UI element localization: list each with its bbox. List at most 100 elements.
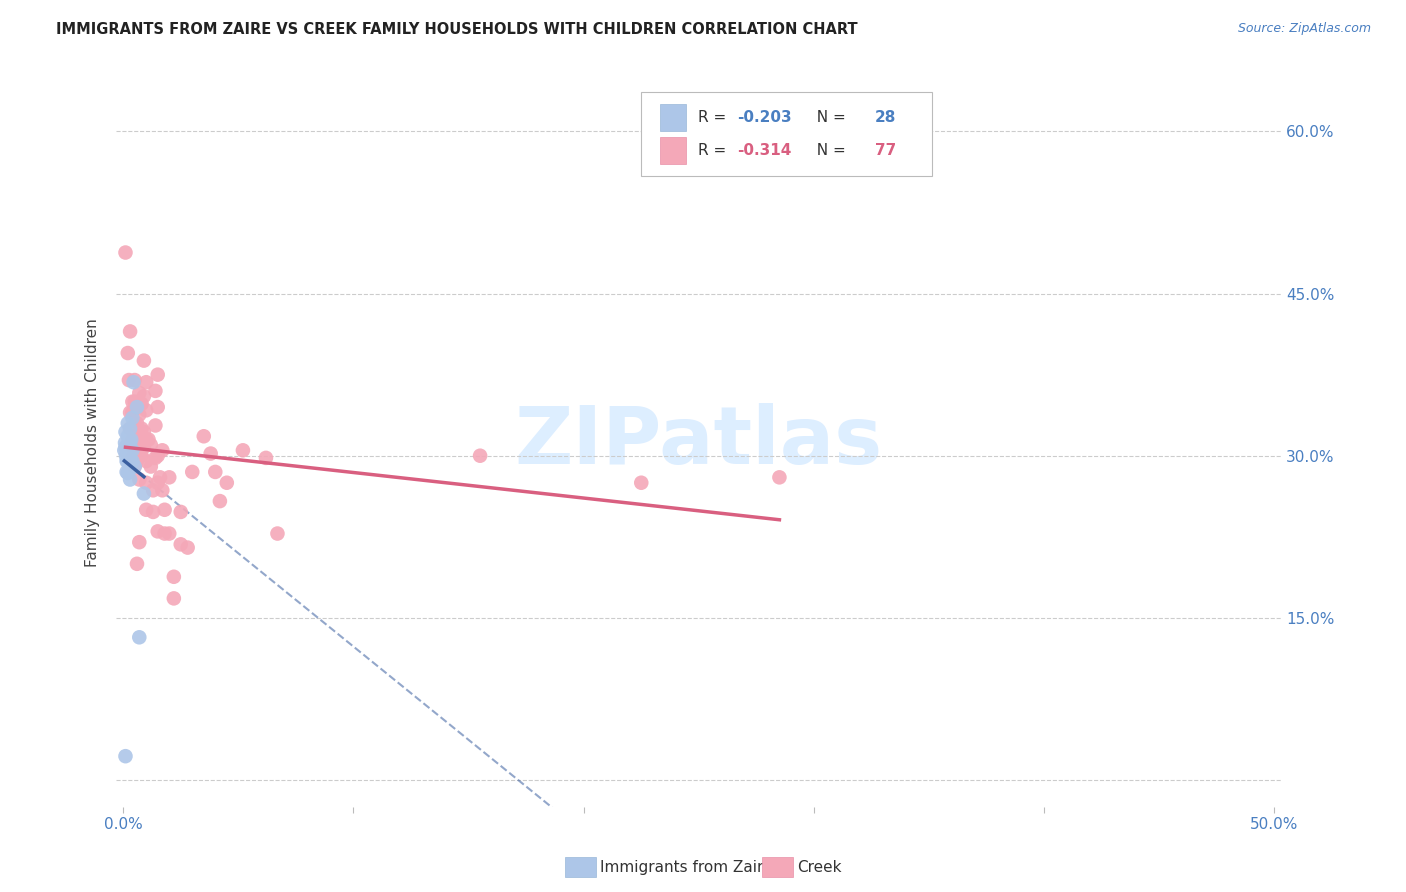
Point: [125, 400, 148, 414]
Point: [117, 346, 139, 360]
Point: [145, 418, 167, 433]
Point: [114, 245, 136, 260]
Point: [132, 353, 155, 368]
Point: [121, 394, 143, 409]
Point: [142, 505, 165, 519]
Point: [132, 389, 155, 403]
Point: [114, 425, 136, 439]
Point: [128, 386, 150, 401]
Point: [145, 450, 167, 465]
Point: [163, 591, 186, 606]
Point: [135, 433, 157, 447]
Text: R =: R =: [697, 143, 731, 158]
Point: [215, 475, 238, 490]
Bar: [661, 103, 686, 131]
Point: [135, 376, 157, 390]
Point: [146, 449, 169, 463]
Point: [132, 425, 155, 439]
Point: [125, 557, 148, 571]
Point: [135, 502, 157, 516]
Point: [208, 494, 231, 508]
Point: [120, 422, 142, 436]
Point: [146, 524, 169, 539]
Point: [163, 570, 186, 584]
Point: [124, 459, 146, 474]
Point: [120, 459, 142, 474]
Point: [114, 435, 136, 450]
Point: [135, 403, 157, 417]
Point: [153, 526, 176, 541]
Point: [132, 440, 155, 454]
Point: [118, 373, 141, 387]
Point: [128, 630, 150, 644]
Point: [120, 450, 142, 465]
Point: [114, 749, 136, 764]
Text: IMMIGRANTS FROM ZAIRE VS CREEK FAMILY HOUSEHOLDS WITH CHILDREN CORRELATION CHART: IMMIGRANTS FROM ZAIRE VS CREEK FAMILY HO…: [56, 22, 858, 37]
Point: [170, 505, 193, 519]
Point: [131, 397, 153, 411]
Text: N =: N =: [807, 110, 851, 125]
Point: [170, 537, 193, 551]
Point: [630, 475, 652, 490]
Point: [115, 454, 138, 468]
Point: [157, 526, 180, 541]
Point: [146, 475, 169, 490]
Point: [124, 373, 146, 387]
Point: [128, 535, 150, 549]
Point: [193, 429, 215, 443]
Point: [120, 473, 142, 487]
Point: [117, 454, 139, 468]
Point: [768, 470, 790, 484]
Text: N =: N =: [807, 143, 851, 158]
Point: [232, 443, 254, 458]
Point: [118, 433, 141, 447]
Text: ZIPatlas: ZIPatlas: [515, 403, 883, 481]
Text: R =: R =: [697, 110, 731, 125]
Point: [132, 486, 155, 500]
Point: [135, 454, 157, 468]
Point: [120, 438, 142, 452]
Point: [117, 466, 139, 480]
Point: [125, 400, 148, 414]
Point: [120, 438, 142, 452]
Point: [121, 410, 143, 425]
Point: [139, 438, 162, 452]
Point: [115, 465, 138, 479]
Point: [131, 422, 153, 436]
Point: [150, 483, 173, 498]
Text: Immigrants from Zaire: Immigrants from Zaire: [600, 860, 773, 874]
Point: [117, 443, 139, 458]
Point: [176, 541, 198, 555]
Point: [150, 443, 173, 458]
Point: [266, 526, 288, 541]
Point: [128, 408, 150, 422]
Point: [125, 433, 148, 447]
Point: [468, 449, 491, 463]
Text: -0.314: -0.314: [737, 143, 792, 158]
Text: -0.203: -0.203: [737, 110, 792, 125]
Point: [125, 454, 148, 468]
Point: [121, 405, 143, 419]
Point: [146, 400, 169, 414]
Point: [121, 433, 143, 447]
Point: [115, 449, 138, 463]
Text: 28: 28: [875, 110, 896, 125]
Point: [254, 450, 277, 465]
Point: [124, 394, 146, 409]
Point: [120, 422, 142, 436]
Point: [181, 465, 204, 479]
Point: [135, 475, 157, 490]
Point: [125, 417, 148, 431]
Point: [138, 433, 160, 447]
Point: [121, 443, 143, 458]
Point: [122, 376, 145, 390]
Point: [114, 440, 136, 454]
Point: [142, 483, 165, 498]
Bar: [661, 136, 686, 164]
Point: [124, 459, 146, 474]
Point: [128, 473, 150, 487]
Text: 77: 77: [875, 143, 896, 158]
Point: [124, 418, 146, 433]
Point: [149, 470, 172, 484]
Point: [121, 454, 143, 468]
